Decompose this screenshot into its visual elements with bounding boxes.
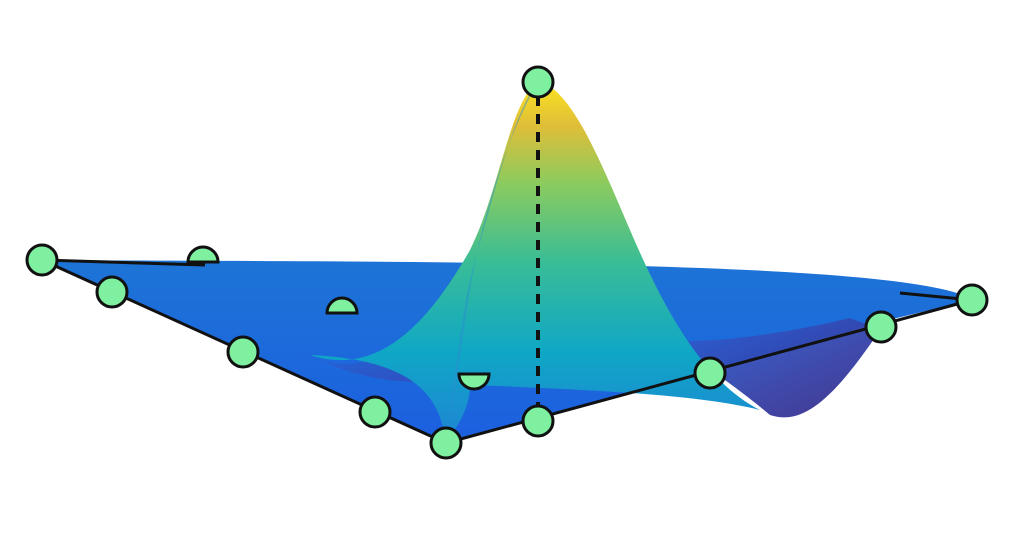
node-left-3 (358, 395, 392, 429)
node-front-mid (521, 404, 555, 438)
node-right-2 (864, 310, 898, 344)
surface-trough-right (660, 318, 880, 418)
node-right-1 (693, 356, 727, 390)
node-peak (521, 65, 555, 99)
node-right-corner (955, 283, 989, 317)
surface-peak (310, 82, 760, 443)
node-center-hidden (457, 372, 491, 391)
node-mid-back (325, 296, 359, 315)
node-left-1 (95, 275, 129, 309)
nodes (25, 65, 989, 460)
node-back-1 (186, 245, 220, 264)
node-front-corner (429, 426, 463, 460)
hidden-nodes (186, 245, 491, 391)
node-left-corner (25, 243, 59, 277)
node-left-2 (226, 335, 260, 369)
edge-back-left (41, 258, 206, 267)
